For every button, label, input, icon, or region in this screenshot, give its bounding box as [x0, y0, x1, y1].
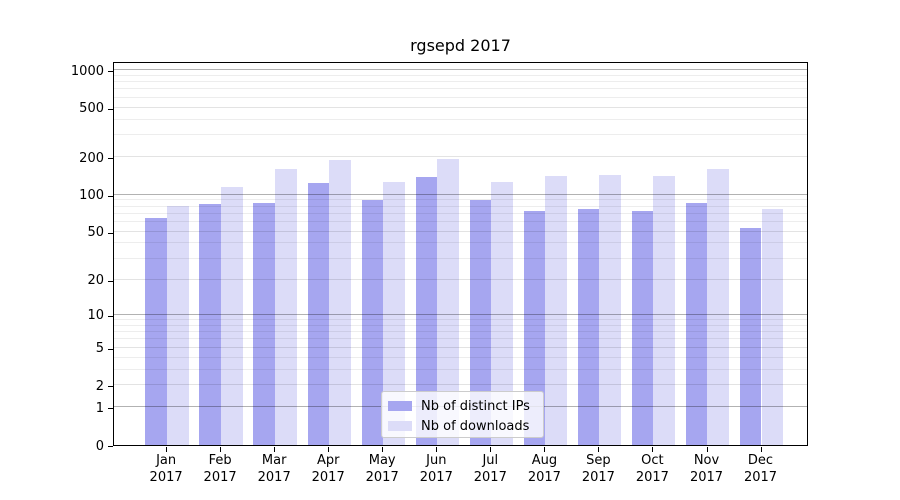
bar-ips-may [361, 199, 384, 445]
x-tick-mark-feb [220, 447, 222, 452]
x-tick-label-aug: Aug 2017 [527, 453, 561, 485]
x-tick-mark-nov [706, 447, 708, 452]
legend-row-distinct-ips: Nb of distinct IPs [388, 396, 543, 416]
bar-downloads-mar [275, 169, 297, 445]
legend-swatch-distinct-ips [388, 401, 412, 411]
y-tick-label-50: 50 [87, 225, 104, 241]
x-tick-label-mar: Mar 2017 [257, 453, 291, 485]
bar-ips-sep [577, 209, 600, 445]
bar-ips-dec [739, 227, 762, 445]
x-tick-mark-may [382, 447, 384, 452]
x-tick-label-may: May 2017 [365, 453, 399, 485]
y-tick-label-20: 20 [87, 273, 104, 289]
x-tick-mark-mar [274, 447, 276, 452]
y-tick-mark-50 [108, 232, 113, 234]
x-tick-mark-dec [760, 447, 762, 452]
bar-downloads-sep [599, 174, 622, 445]
y-tick-label-1000: 1000 [70, 63, 104, 79]
y-tick-mark-0 [108, 446, 113, 447]
legend-label-downloads: Nb of downloads [421, 418, 530, 434]
bar-ips-apr [307, 182, 330, 445]
x-tick-label-feb: Feb 2017 [203, 453, 237, 485]
x-tick-mark-jul [490, 447, 492, 452]
bar-downloads-jan [167, 205, 189, 445]
x-tick-mark-jun [436, 447, 438, 452]
x-tick-label-oct: Oct 2017 [635, 453, 669, 485]
x-tick-label-apr: Apr 2017 [311, 453, 345, 485]
bars-layer [114, 63, 807, 445]
x-tick-label-jan: Jan 2017 [149, 453, 183, 485]
legend: Nb of distinct IPs Nb of downloads [381, 391, 544, 438]
plot-area: Nb of distinct IPs Nb of downloads [113, 62, 808, 446]
x-tick-label-dec: Dec 2017 [743, 453, 778, 485]
y-tick-mark-20 [108, 280, 113, 282]
x-tick-mark-jan [166, 447, 168, 452]
y-tick-label-2: 2 [95, 378, 104, 394]
y-tick-label-500: 500 [79, 101, 104, 116]
bar-downloads-nov [707, 169, 730, 445]
bar-ips-aug [523, 210, 546, 445]
y-tick-mark-5 [108, 348, 113, 350]
legend-label-distinct-ips: Nb of distinct IPs [421, 398, 530, 414]
y-tick-mark-100 [108, 195, 113, 197]
bar-ips-mar [253, 202, 276, 445]
y-tick-label-10: 10 [87, 308, 104, 324]
legend-swatch-downloads [388, 421, 412, 431]
bar-ips-feb [199, 203, 222, 445]
bar-ips-jul [469, 199, 492, 445]
x-tick-mark-oct [652, 447, 654, 452]
bar-downloads-feb [221, 187, 243, 445]
y-tick-mark-200 [108, 158, 113, 160]
x-tick-label-sep: Sep 2017 [581, 453, 615, 485]
y-tick-mark-500 [108, 108, 113, 110]
x-tick-label-nov: Nov 2017 [689, 453, 724, 485]
bar-ips-jan [145, 217, 168, 445]
bar-downloads-apr [329, 160, 351, 445]
bar-downloads-dec [761, 208, 784, 445]
bar-ips-oct [631, 211, 654, 445]
y-tick-mark-2 [108, 386, 113, 388]
y-tick-mark-1 [108, 408, 113, 410]
bar-downloads-oct [653, 176, 676, 445]
x-tick-label-jul: Jul 2017 [473, 453, 507, 485]
x-tick-label-jun: Jun 2017 [419, 453, 453, 485]
bar-downloads-aug [545, 175, 568, 445]
bar-downloads-jun [437, 159, 459, 445]
x-tick-mark-sep [598, 447, 600, 452]
y-tick-label-100: 100 [79, 188, 104, 203]
x-tick-mark-aug [544, 447, 546, 452]
bar-ips-jun [415, 177, 438, 445]
y-tick-label-1: 1 [95, 400, 104, 416]
y-tick-label-5: 5 [95, 341, 104, 357]
y-tick-label-200: 200 [79, 150, 104, 166]
x-tick-mark-apr [328, 447, 330, 452]
y-tick-label-0: 0 [95, 438, 104, 454]
y-tick-mark-10 [108, 315, 113, 317]
chart-title: rgsepd 2017 [410, 36, 511, 55]
y-tick-mark-1000 [108, 71, 113, 72]
bar-downloads-may [383, 181, 405, 445]
legend-row-downloads: Nb of downloads [388, 416, 543, 436]
bar-downloads-jul [491, 181, 513, 445]
bar-ips-nov [685, 202, 708, 445]
